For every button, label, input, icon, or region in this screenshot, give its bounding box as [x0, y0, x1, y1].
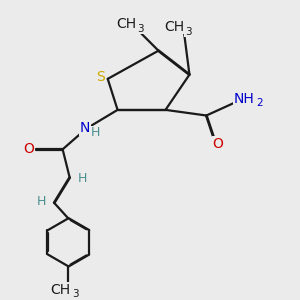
Text: CH: CH — [164, 20, 184, 34]
Text: O: O — [212, 137, 223, 151]
Text: 2: 2 — [256, 98, 262, 108]
Text: O: O — [23, 142, 34, 156]
Text: H: H — [78, 172, 87, 185]
Text: N: N — [80, 121, 90, 135]
Text: H: H — [91, 127, 101, 140]
Text: 3: 3 — [185, 26, 191, 37]
Text: 3: 3 — [137, 24, 143, 34]
Text: CH: CH — [50, 283, 70, 297]
Text: NH: NH — [234, 92, 255, 106]
Text: H: H — [37, 195, 46, 208]
Text: 3: 3 — [72, 289, 78, 299]
Text: S: S — [96, 70, 105, 85]
Text: CH: CH — [116, 17, 136, 31]
